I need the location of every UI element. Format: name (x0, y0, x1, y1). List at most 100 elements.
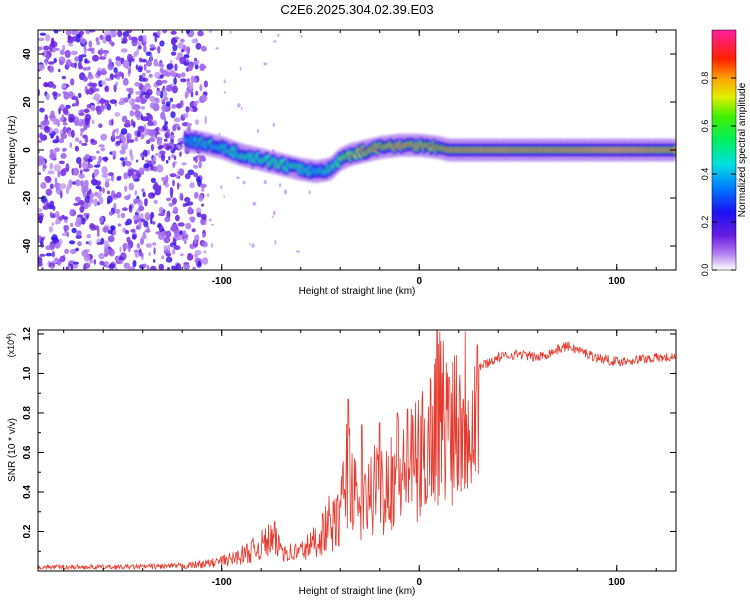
noise-blob (69, 142, 73, 148)
noise-blob (119, 246, 122, 253)
colorbar: 0.0 0.2 0.4 0.6 0.8 Normalized spectral ampl… (700, 29, 748, 276)
noise-blob (96, 231, 100, 237)
noise-blob (69, 240, 76, 245)
noise-blob (181, 72, 186, 78)
noise-blob (74, 196, 81, 202)
noise-blob (171, 85, 178, 94)
noise-blob (70, 208, 73, 215)
noise-blob (118, 256, 124, 261)
noise-blob (177, 73, 182, 79)
noise-blob (122, 36, 128, 44)
noise-blob (65, 59, 72, 68)
noise-blob (75, 217, 82, 222)
noise-blob (177, 42, 184, 49)
noise-blob (204, 116, 207, 124)
noise-blob (86, 164, 94, 169)
noise-blob (140, 106, 146, 110)
noise-blob (52, 91, 58, 97)
noise-blob (168, 156, 171, 161)
noise-blob (140, 133, 145, 140)
noise-blob (145, 112, 151, 116)
noise-blob (272, 40, 277, 43)
snr-ylabel: SNR (10 * v/v) (7, 418, 18, 482)
snr-x-tick-label: 100 (608, 577, 625, 588)
noise-blob (200, 183, 207, 188)
noise-blob (90, 138, 95, 143)
noise-blob (202, 233, 205, 238)
noise-blob (114, 266, 118, 270)
y-tick-label: 0 (22, 147, 33, 153)
noise-blob (95, 37, 100, 42)
noise-blob (189, 107, 193, 112)
noise-blob (71, 129, 75, 138)
noise-blob (179, 152, 182, 157)
noise-blob (125, 230, 129, 235)
noise-blob (144, 159, 150, 163)
noise-blob (181, 162, 187, 166)
noise-blob (180, 38, 185, 43)
noise-blob (201, 257, 209, 265)
noise-blob (38, 155, 43, 162)
noise-blob (196, 212, 202, 218)
noise-blob (60, 190, 63, 199)
noise-blob (130, 154, 134, 161)
noise-blob (70, 248, 77, 254)
noise-blob (53, 58, 57, 63)
noise-blob (135, 90, 142, 96)
noise-blob (145, 69, 151, 74)
noise-blob (72, 261, 79, 265)
noise-blob (50, 110, 55, 119)
noise-blob (206, 193, 210, 197)
noise-blob (88, 240, 92, 246)
noise-blob (239, 66, 242, 72)
noise-blob (41, 50, 48, 57)
y-tick-label: -40 (22, 238, 33, 253)
noise-blob (218, 132, 221, 136)
noise-blob (59, 49, 65, 55)
noise-blob (161, 176, 167, 182)
noise-blob (144, 92, 151, 99)
noise-blob (148, 192, 156, 199)
noise-blob (100, 237, 105, 245)
noise-blob (153, 247, 156, 255)
noise-blob (186, 47, 190, 55)
noise-blob (89, 192, 95, 199)
noise-blob (130, 169, 138, 173)
noise-blob (94, 168, 98, 177)
noise-blob (107, 235, 115, 243)
noise-blob (117, 175, 122, 180)
snr-xlabel: Height of straight line (km) (299, 586, 416, 597)
noise-blob (84, 117, 90, 126)
noise-blob (195, 90, 199, 96)
noise-blob (86, 104, 92, 109)
noise-blob (127, 244, 131, 253)
noise-blob (83, 202, 89, 210)
noise-blob (123, 97, 129, 103)
noise-blob (49, 243, 55, 251)
noise-blob (95, 88, 100, 92)
noise-blob (128, 193, 131, 199)
noise-blob (168, 202, 174, 207)
noise-blob (186, 92, 189, 98)
noise-blob (62, 147, 67, 152)
noise-blob (187, 206, 193, 213)
noise-blob (138, 57, 143, 63)
noise-blob (83, 125, 88, 131)
noise-blob (81, 142, 88, 146)
noise-blob (98, 252, 105, 260)
noise-blob (139, 213, 144, 220)
noise-blob (78, 173, 85, 179)
noise-blob (177, 145, 183, 150)
noise-blob (198, 194, 204, 202)
noise-blob (185, 111, 189, 119)
y-tick-label: 40 (22, 48, 33, 60)
noise-blob (148, 252, 151, 256)
noise-blob (38, 37, 45, 42)
noise-blob (72, 35, 77, 42)
noise-blob (52, 118, 60, 126)
noise-blob (153, 259, 156, 263)
noise-blob (122, 160, 126, 167)
noise-blob (143, 163, 150, 169)
noise-blob (104, 178, 111, 182)
noise-blob (128, 87, 134, 95)
